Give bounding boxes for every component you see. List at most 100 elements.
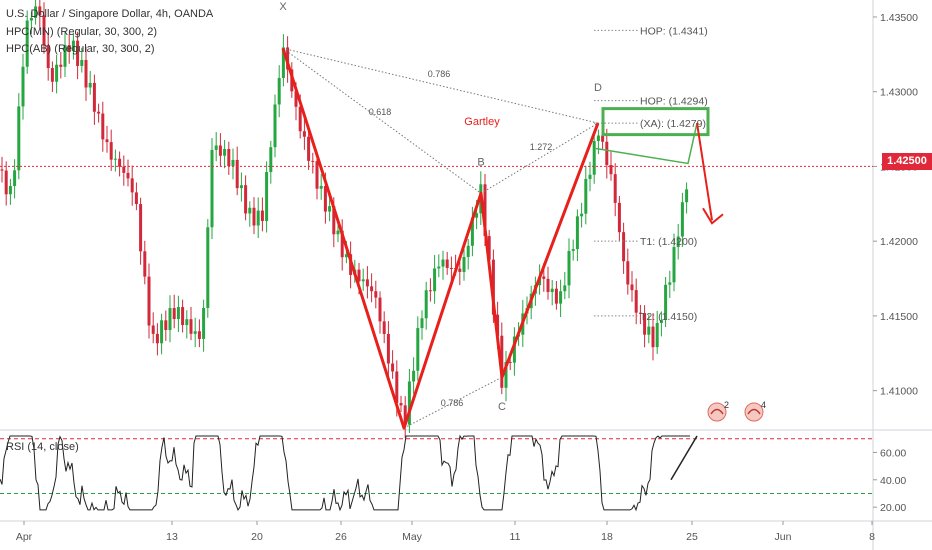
candle-body: [378, 297, 382, 322]
candle-body: [260, 210, 264, 222]
candle-body: [97, 111, 101, 114]
candle-body: [470, 217, 474, 246]
candle-body: [626, 261, 630, 285]
candle-body: [386, 333, 390, 364]
candle-body: [273, 104, 277, 148]
candle-body: [680, 202, 684, 237]
projection-down-arrow: [696, 122, 713, 221]
gartley-pattern-legs: [281, 47, 600, 430]
candle-body: [25, 20, 29, 67]
candle-body: [277, 77, 281, 105]
pattern-ratio-label: 0.786: [441, 398, 464, 408]
candle-body: [294, 91, 298, 107]
candle-body: [664, 284, 668, 320]
candle-body: [504, 361, 508, 388]
candle-body: [332, 206, 336, 235]
x-tick-label: 20: [251, 531, 263, 543]
candle-body: [315, 161, 319, 189]
candle-body: [630, 284, 634, 291]
candle-body: [668, 282, 672, 285]
candle-body: [134, 192, 138, 205]
indicator-hpc-ab: HPC(AB) (Regular, 30, 300, 2): [6, 43, 155, 55]
x-tick-label: Jun: [775, 531, 792, 543]
candle-body: [399, 403, 403, 406]
candle-body: [428, 290, 432, 292]
x-tick-label: 26: [335, 531, 347, 543]
candle-body: [420, 318, 424, 329]
candle-body: [609, 165, 613, 175]
candle-body: [223, 149, 227, 156]
symbol-title: U.S. Dollar / Singapore Dollar, 4h, OAND…: [6, 8, 214, 20]
candle-body: [605, 141, 609, 166]
candle-body: [475, 213, 479, 218]
pattern-ratio-label: 0.786: [428, 69, 451, 79]
candle-body: [29, 17, 33, 21]
target-level-label: T2: (1.4150): [640, 311, 697, 323]
candle-body: [42, 15, 46, 46]
candle-body: [105, 139, 109, 143]
candle-body: [160, 320, 164, 344]
target-level-label: (XA): (1.4279): [640, 118, 706, 130]
candle-body: [437, 266, 441, 269]
candle-body: [592, 141, 596, 175]
candle-body: [168, 308, 172, 331]
candle-body: [584, 178, 588, 214]
candle-body: [449, 267, 453, 269]
candle-body: [550, 288, 554, 293]
candle-body: [227, 149, 231, 167]
candle-body: [109, 142, 113, 160]
pattern-point-b: B: [477, 156, 484, 168]
candle-body: [647, 326, 651, 335]
x-tick-label: 25: [686, 531, 698, 543]
economic-event-icon: [747, 408, 761, 415]
pattern-ratio-label: 1.272: [530, 142, 553, 152]
candle-body: [500, 335, 504, 388]
y-tick-label: 1.42000: [880, 236, 918, 248]
candle-body: [638, 312, 642, 314]
candle-body: [596, 135, 600, 142]
candle-body: [0, 169, 4, 171]
indicator-hpc-mn: HPC(MN) (Regular, 30, 300, 2): [6, 26, 157, 38]
rsi-tick-label: 60.00: [880, 447, 906, 459]
prz-zone-box: [601, 107, 710, 137]
candle-body: [617, 202, 621, 233]
candle-body: [55, 64, 59, 82]
candle-body: [336, 230, 340, 235]
candle-body: [391, 363, 395, 372]
candle-body: [344, 254, 348, 258]
candle-body: [252, 207, 256, 226]
candle-body: [445, 259, 449, 268]
y-tick-label: 1.43500: [880, 12, 918, 24]
candle-body: [214, 145, 218, 150]
rsi-trend-line: [670, 435, 698, 481]
candle-body: [176, 307, 180, 320]
pattern-ratio-line: [403, 376, 503, 429]
candle-body: [508, 361, 512, 363]
economic-event-icon: [744, 402, 764, 422]
candle-body: [118, 158, 122, 167]
candle-body: [559, 291, 563, 304]
candles-group: [0, 0, 689, 438]
candle-body: [659, 319, 663, 323]
candle-body: [189, 319, 193, 334]
target-level-label: HOP: (1.4341): [640, 25, 708, 37]
candle-body: [67, 45, 71, 52]
candle-body: [210, 149, 214, 228]
candle-body: [554, 288, 558, 304]
candle-body: [172, 308, 176, 320]
candle-body: [88, 82, 92, 88]
candle-body: [643, 313, 647, 335]
y-tick-label: 1.43000: [880, 87, 918, 99]
x-tick-label: Apr: [16, 531, 33, 543]
last-price-badge: 1.42500: [882, 153, 932, 170]
candle-body: [382, 321, 386, 334]
candle-body: [357, 269, 361, 282]
candle-body: [46, 45, 50, 69]
candle-body: [302, 131, 306, 137]
x-tick-label: 8: [869, 531, 875, 543]
candle-body: [407, 381, 411, 425]
candle-body: [563, 285, 567, 292]
candle-body: [483, 184, 487, 237]
candle-body: [496, 314, 500, 336]
